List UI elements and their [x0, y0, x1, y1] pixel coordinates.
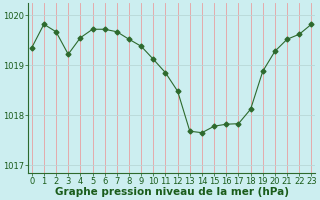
X-axis label: Graphe pression niveau de la mer (hPa): Graphe pression niveau de la mer (hPa) [55, 187, 289, 197]
